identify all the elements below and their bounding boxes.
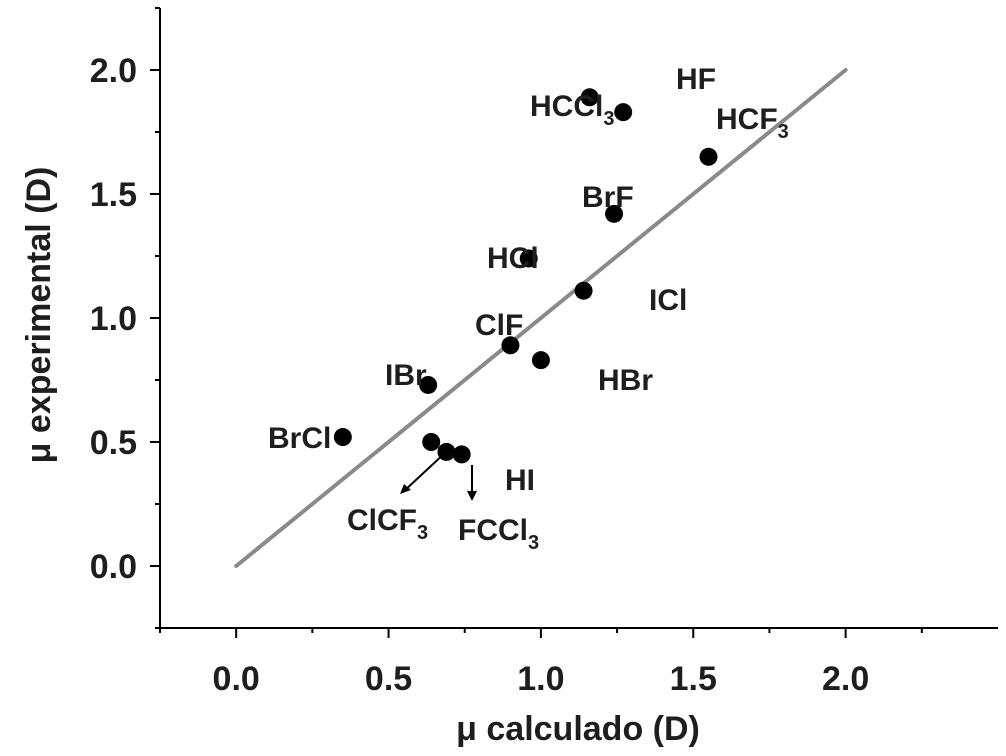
y-tick-label: 1.5 [90, 176, 137, 214]
point-label: HF [676, 63, 716, 96]
data-point [531, 351, 550, 370]
data-point [422, 433, 441, 451]
data-point [699, 147, 718, 166]
point-label: HCF3 [716, 103, 789, 143]
fccl3-arrowhead [467, 491, 477, 501]
x-tick-label: 0.0 [213, 660, 260, 698]
axes: 0.0 0.0 0.5 0.5 1.0 1.0 1.5 1.5 2.0 2.0 [90, 7, 998, 698]
data-point [580, 88, 599, 107]
data-point [333, 428, 352, 447]
point-label: FCCl3 [458, 514, 539, 554]
point-label: HCl [487, 242, 539, 275]
point-label: ClF [475, 309, 523, 342]
x-tick-label: 2.0 [822, 660, 869, 698]
x-tick-label: 1.5 [670, 660, 717, 698]
x-axis-title: μ calculado (D) [456, 710, 700, 748]
data-point [419, 375, 438, 394]
point-label: IBr [385, 359, 427, 392]
data-point [614, 103, 633, 122]
point-label: BrCl [268, 422, 331, 455]
point-label: HI [505, 464, 535, 497]
data-points [333, 88, 718, 464]
point-label: ICl [649, 284, 687, 317]
data-point [574, 281, 593, 300]
y-tick-label: 0.0 [90, 548, 137, 586]
point-label: HCCl3 [530, 90, 614, 130]
label-arrows [400, 451, 477, 501]
point-label: HBr [598, 364, 653, 397]
clcf3-arrowhead [400, 484, 411, 494]
y-tick-label: 2.0 [90, 52, 137, 90]
data-point [519, 249, 538, 268]
y-axis-title: μ experimental (D) [20, 167, 58, 464]
data-point [452, 445, 471, 464]
x-tick-label: 1.0 [517, 660, 564, 698]
fit-line [234, 68, 848, 568]
y-tick-label: 0.5 [90, 424, 137, 462]
point-label: ClCF3 [347, 504, 428, 544]
data-point [605, 204, 624, 223]
y-tick-label: 1.0 [90, 300, 137, 338]
point-label: BrF [582, 181, 634, 214]
x-tick-label: 0.5 [365, 660, 412, 698]
clcf3-arrow [402, 451, 447, 493]
data-point [501, 336, 520, 355]
